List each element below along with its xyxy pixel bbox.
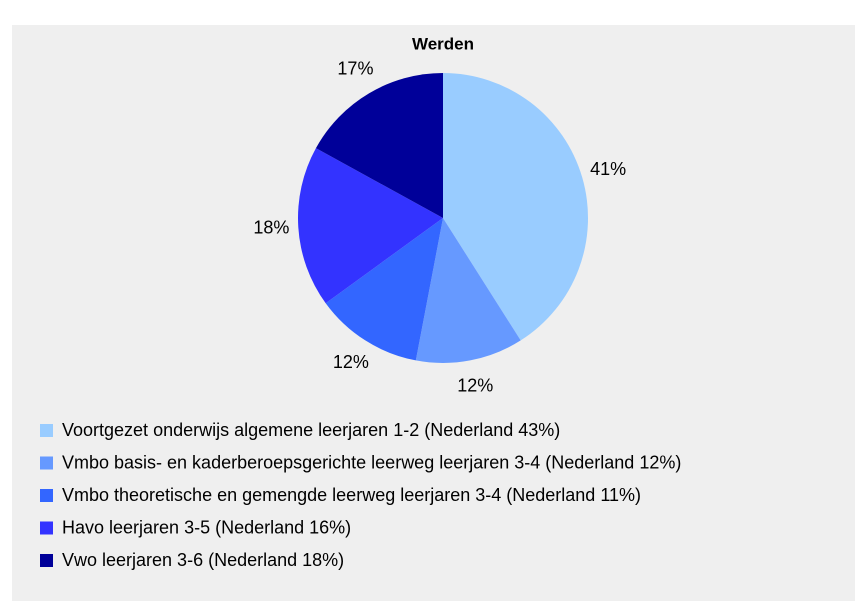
- pie-slice: [315, 72, 443, 218]
- legend-swatch: [40, 424, 53, 437]
- data-label: 17%: [337, 59, 373, 79]
- legend-swatch: [40, 521, 53, 535]
- legend-label: Vmbo basis- en kaderberoepsgerichte leer…: [62, 452, 681, 472]
- legend-swatch: [40, 554, 53, 567]
- pie-slice: [415, 218, 521, 363]
- data-label: 12%: [457, 376, 493, 396]
- data-label: 41%: [590, 159, 626, 179]
- data-label: 18%: [253, 218, 289, 238]
- legend-swatch: [40, 456, 53, 470]
- data-label: 12%: [333, 352, 369, 372]
- legend-label: Vmbo theoretische en gemengde leerweg le…: [62, 485, 641, 505]
- legend-label: Vwo leerjaren 3-6 (Nederland 18%): [62, 550, 344, 570]
- legend-swatch: [40, 489, 53, 502]
- pie-slice: [443, 73, 588, 341]
- chart-title: Werden: [412, 34, 474, 53]
- pie-slice: [297, 148, 443, 304]
- pie-slice: [325, 218, 443, 361]
- legend-label: Voortgezet onderwijs algemene leerjaren …: [62, 420, 560, 440]
- legend-label: Havo leerjaren 3-5 (Nederland 16%): [62, 517, 351, 537]
